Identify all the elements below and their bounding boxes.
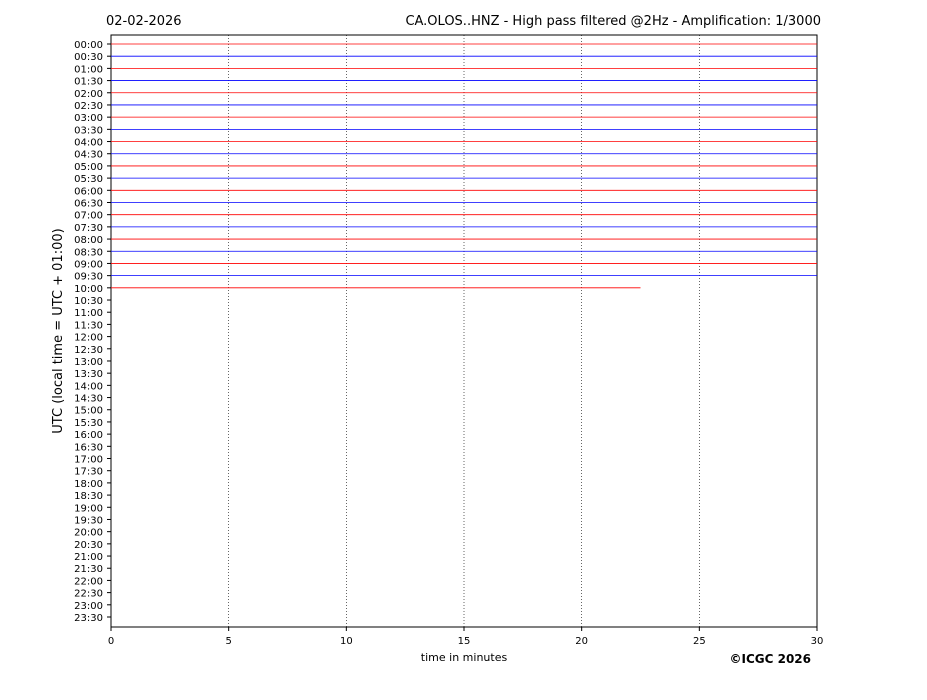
y-tick-label: 21:30 <box>74 564 103 575</box>
y-tick-label: 07:00 <box>74 211 103 222</box>
y-tick-label: 20:00 <box>74 528 103 539</box>
y-tick-label: 16:00 <box>74 430 103 441</box>
y-tick-label: 18:00 <box>74 479 103 490</box>
y-tick-label: 06:00 <box>74 186 103 197</box>
y-tick-label: 00:30 <box>74 52 103 63</box>
y-tick-label: 00:00 <box>74 40 103 51</box>
y-tick-label: 13:30 <box>74 369 103 380</box>
y-tick-label: 08:30 <box>74 247 103 258</box>
y-tick-label: 19:00 <box>74 503 103 514</box>
y-tick-label: 02:00 <box>74 89 103 100</box>
y-tick-label: 18:30 <box>74 491 103 502</box>
y-tick-label: 03:00 <box>74 113 103 124</box>
y-tick-label: 12:00 <box>74 333 103 344</box>
y-tick-label: 15:30 <box>74 418 103 429</box>
y-tick-label: 15:00 <box>74 406 103 417</box>
y-tick-label: 09:30 <box>74 272 103 283</box>
y-tick-label: 05:00 <box>74 162 103 173</box>
y-tick-label: 13:00 <box>74 357 103 368</box>
y-tick-label: 17:00 <box>74 455 103 466</box>
y-tick-label: 05:30 <box>74 174 103 185</box>
y-tick-label: 07:30 <box>74 223 103 234</box>
y-tick-label: 04:30 <box>74 150 103 161</box>
y-tick-label: 11:30 <box>74 320 103 331</box>
y-tick-label: 10:00 <box>74 284 103 295</box>
x-tick-label: 10 <box>340 636 353 647</box>
y-tick-label: 17:30 <box>74 467 103 478</box>
y-tick-label: 23:30 <box>74 613 103 624</box>
y-tick-label: 10:30 <box>74 296 103 307</box>
x-tick-label: 30 <box>811 636 824 647</box>
y-tick-label: 14:00 <box>74 381 103 392</box>
y-tick-label: 08:00 <box>74 235 103 246</box>
x-tick-label: 20 <box>575 636 588 647</box>
y-tick-label: 14:30 <box>74 394 103 405</box>
y-tick-label: 01:30 <box>74 77 103 88</box>
y-tick-label: 06:30 <box>74 198 103 209</box>
y-tick-label: 22:30 <box>74 589 103 600</box>
y-tick-label: 20:30 <box>74 540 103 551</box>
x-axis-label: time in minutes <box>421 651 508 664</box>
y-tick-label: 16:30 <box>74 442 103 453</box>
y-tick-label: 09:00 <box>74 259 103 270</box>
x-tick-label: 25 <box>693 636 706 647</box>
y-tick-label: 12:30 <box>74 345 103 356</box>
plot-frame <box>110 34 818 628</box>
x-tick-label: 5 <box>225 636 231 647</box>
y-tick-label: 02:30 <box>74 101 103 112</box>
y-tick-label: 22:00 <box>74 576 103 587</box>
y-tick-label: 11:00 <box>74 308 103 319</box>
chart-title: CA.OLOS..HNZ - High pass filtered @2Hz -… <box>405 14 821 29</box>
chart-date: 02-02-2026 <box>106 14 182 29</box>
y-tick-label: 21:00 <box>74 552 103 563</box>
y-tick-label: 01:00 <box>74 64 103 75</box>
y-tick-label: 04:00 <box>74 138 103 149</box>
y-tick-label: 23:00 <box>74 601 103 612</box>
x-tick-label: 0 <box>108 636 114 647</box>
y-tick-label: 19:30 <box>74 515 103 526</box>
y-tick-label: 03:30 <box>74 125 103 136</box>
y-axis-label: UTC (local time = UTC + 01:00) <box>51 228 66 433</box>
x-tick-label: 15 <box>458 636 471 647</box>
copyright: ©ICGC 2026 <box>729 652 811 666</box>
